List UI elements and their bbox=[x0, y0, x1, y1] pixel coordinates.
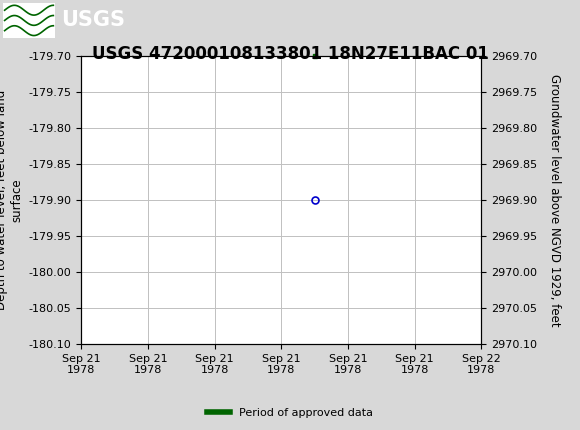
Legend: Period of approved data: Period of approved data bbox=[203, 403, 377, 422]
Bar bbox=[3, 3, 55, 37]
Text: USGS: USGS bbox=[61, 10, 125, 31]
Text: USGS 472000108133801 18N27E11BAC 01: USGS 472000108133801 18N27E11BAC 01 bbox=[92, 45, 488, 63]
Y-axis label: Depth to water level, feet below land
surface: Depth to water level, feet below land su… bbox=[0, 90, 23, 310]
Y-axis label: Groundwater level above NGVD 1929, feet: Groundwater level above NGVD 1929, feet bbox=[548, 74, 561, 326]
